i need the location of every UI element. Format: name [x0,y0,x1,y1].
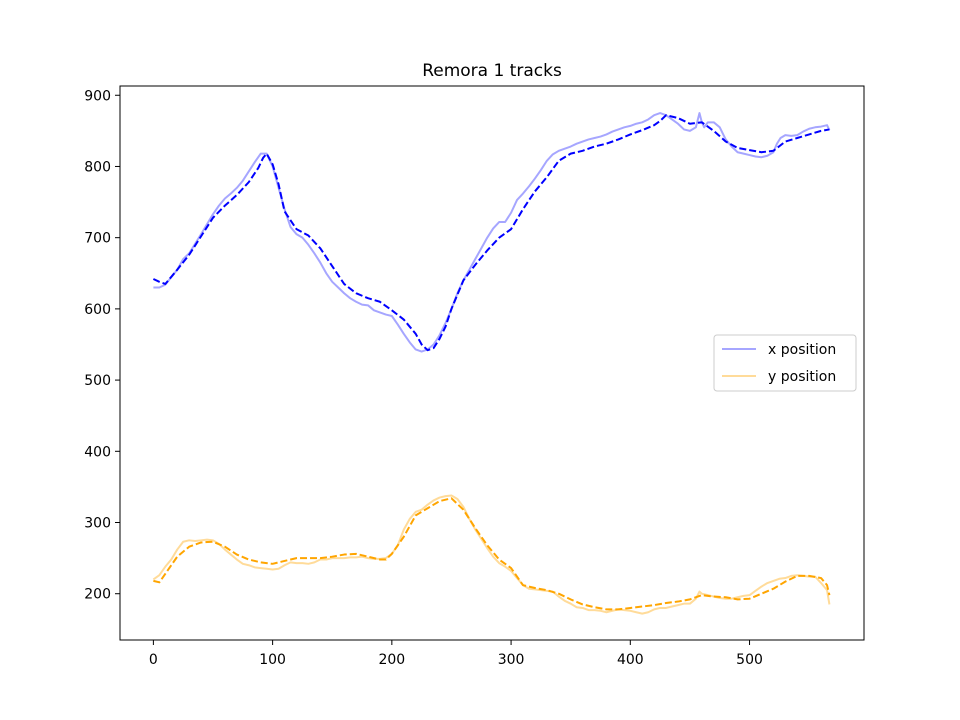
plot-frame [119,85,865,641]
x-tick-label: 500 [736,652,763,668]
legend-label-x-position: x position [768,342,836,358]
legend: x position y position [713,334,857,392]
series-line-y-position [152,494,831,615]
x-tick-label: 200 [378,652,405,668]
x-tick-label: 400 [617,652,644,668]
x-tick-label: 300 [498,652,525,668]
series-line-fit-3-dashed [153,497,831,611]
y-tick-label: 600 [84,302,111,318]
axis-ticks: 0 100 200 300 400 500 200 300 400 500 600 700 800 900 [84,88,763,668]
y-tick-label: 900 [84,88,111,104]
y-tick-label: 700 [84,231,111,247]
y-tick-label: 200 [84,587,111,603]
y-tick-label: 500 [84,373,111,389]
chart-title: Remora 1 tracks [422,61,562,81]
x-tick-label: 0 [149,652,158,668]
legend-box [713,334,857,392]
series-layer [152,112,831,615]
x-tick-label: 100 [259,652,286,668]
legend-label-y-position: y position [768,369,836,385]
y-tick-label: 800 [84,159,111,175]
y-tick-label: 300 [84,516,111,532]
series-line-fit-1-dashed [152,114,830,352]
series-line-x-position [153,112,831,353]
y-tick-label: 400 [84,444,111,460]
